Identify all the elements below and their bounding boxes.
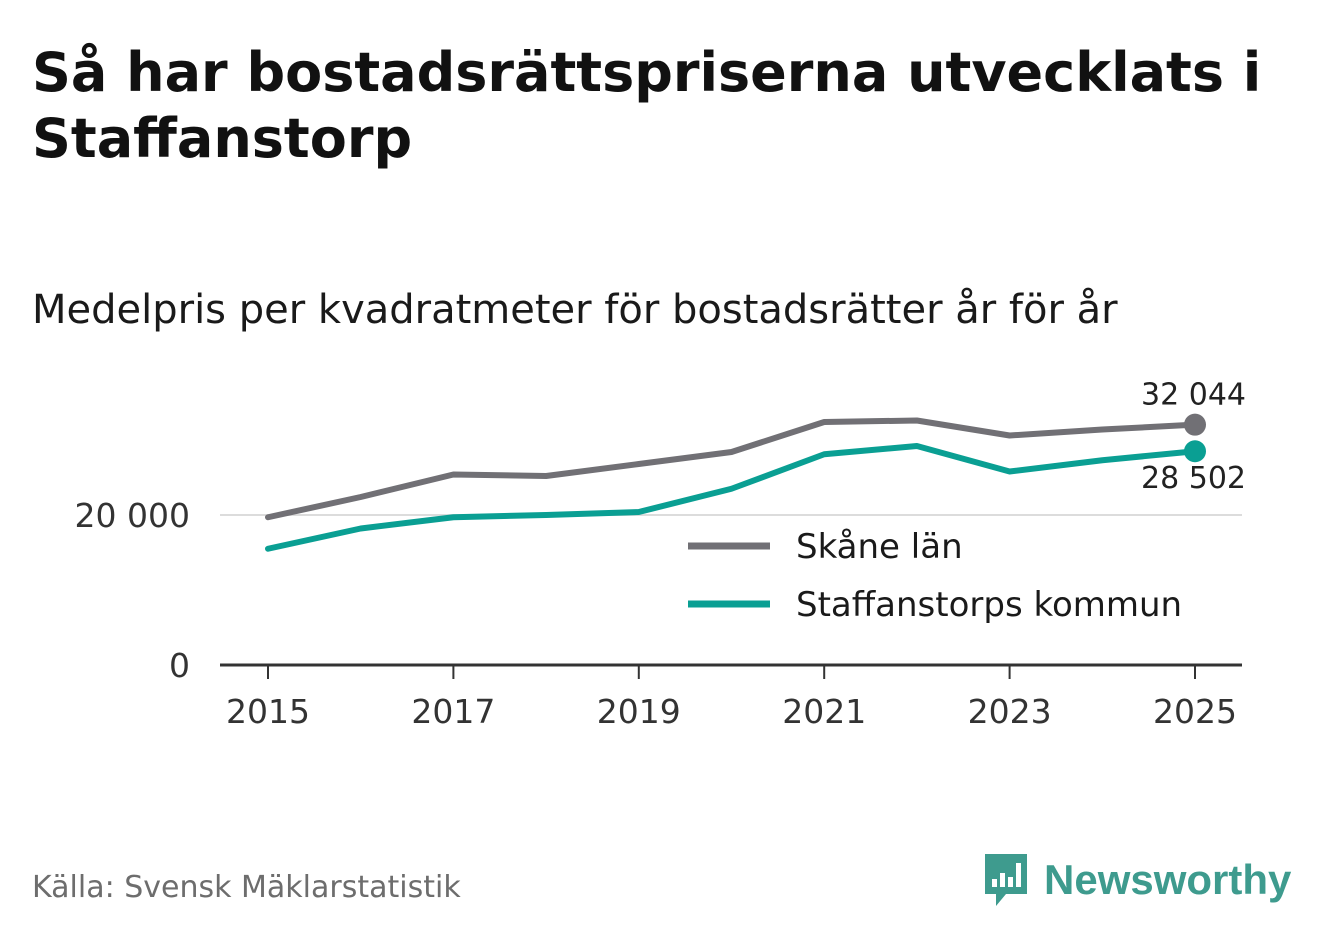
brand-logo: Newsworthy bbox=[982, 850, 1291, 910]
chart-subtitle: Medelpris per kvadratmeter för bostadsrä… bbox=[32, 287, 1118, 333]
x-tick-label: 2015 bbox=[226, 692, 310, 731]
source-note: Källa: Svensk Mäklarstatistik bbox=[32, 870, 461, 905]
legend-label: Skåne län bbox=[796, 527, 963, 567]
x-tick-label: 2023 bbox=[968, 692, 1052, 731]
series-line-skane-lan bbox=[265, 417, 1198, 521]
end-point-marker bbox=[1184, 440, 1206, 463]
legend-label: Staffanstorps kommun bbox=[796, 585, 1182, 625]
end-point-marker bbox=[1184, 413, 1206, 436]
x-tick-label: 2019 bbox=[597, 692, 681, 731]
end-value-label: 32 044 bbox=[1141, 378, 1246, 413]
series-line-staffanstorps-kommun bbox=[265, 443, 1198, 552]
y-tick-label: 0 bbox=[169, 646, 190, 685]
y-tick-label: 20 000 bbox=[75, 496, 190, 535]
end-value-label: 28 502 bbox=[1141, 461, 1246, 496]
x-tick-label: 2021 bbox=[782, 692, 866, 731]
newsworthy-logo-icon bbox=[985, 854, 1027, 906]
x-tick-label: 2025 bbox=[1153, 692, 1237, 731]
legend-background bbox=[672, 518, 1220, 638]
chart-title: Så har bostadsrättspriserna utvecklats i… bbox=[32, 41, 1262, 170]
brand-name: Newsworthy bbox=[1044, 856, 1292, 903]
x-tick-label: 2017 bbox=[411, 692, 495, 731]
